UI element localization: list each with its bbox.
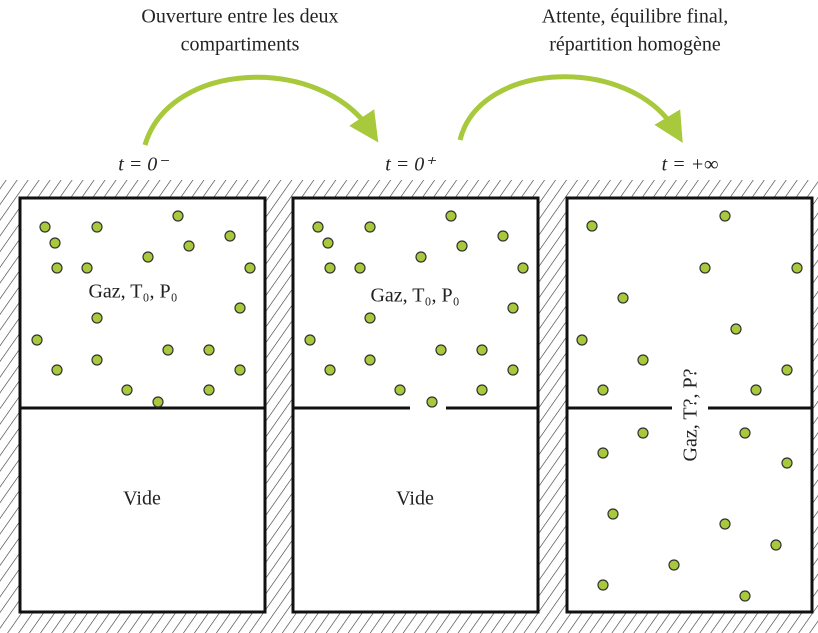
particle — [782, 458, 792, 468]
particle — [416, 252, 426, 262]
caption: compartiments — [181, 34, 300, 56]
particle — [731, 324, 741, 334]
particle — [325, 263, 335, 273]
particle — [153, 397, 163, 407]
particle — [508, 365, 518, 375]
particle — [751, 385, 761, 395]
vacuum-label: Vide — [396, 488, 434, 510]
particle — [173, 211, 183, 221]
particle — [225, 231, 235, 241]
particle — [50, 238, 60, 248]
particle — [508, 303, 518, 313]
particle — [498, 231, 508, 241]
particle — [740, 591, 750, 601]
particle — [52, 263, 62, 273]
particle — [143, 252, 153, 262]
particle — [40, 222, 50, 232]
particle — [740, 428, 750, 438]
particle — [720, 211, 730, 221]
particle — [577, 335, 587, 345]
particle — [184, 241, 194, 251]
particle — [638, 428, 648, 438]
particle — [92, 222, 102, 232]
particle — [323, 238, 333, 248]
particle — [792, 263, 802, 273]
particle — [365, 313, 375, 323]
particle — [313, 222, 323, 232]
particle — [608, 509, 618, 519]
gas-label: Gaz, T?, P? — [680, 368, 702, 461]
particle — [92, 313, 102, 323]
particle — [618, 293, 628, 303]
time-label: t = +∞ — [662, 154, 719, 176]
particle — [305, 335, 315, 345]
particle — [204, 345, 214, 355]
arrows — [145, 77, 675, 145]
caption: Attente, équilibre final, — [542, 6, 729, 28]
caption: Ouverture entre les deux — [141, 6, 338, 28]
particle — [52, 365, 62, 375]
particle — [92, 355, 102, 365]
particle — [365, 355, 375, 365]
particle — [598, 580, 608, 590]
particle — [587, 221, 597, 231]
particle — [204, 385, 214, 395]
particle — [446, 211, 456, 221]
particle — [669, 560, 679, 570]
particle — [477, 385, 487, 395]
time-label: t = 0⁺ — [385, 154, 436, 176]
particle — [122, 385, 132, 395]
particle — [598, 448, 608, 458]
particle — [782, 365, 792, 375]
particle — [163, 345, 173, 355]
particle — [720, 519, 730, 529]
particle — [325, 365, 335, 375]
particle — [427, 397, 437, 407]
particle — [355, 263, 365, 273]
particle — [436, 345, 446, 355]
particle — [235, 303, 245, 313]
particle — [771, 540, 781, 550]
time-label: t = 0⁻ — [118, 154, 169, 176]
particle — [395, 385, 405, 395]
particle — [235, 365, 245, 375]
vacuum-label: Vide — [123, 488, 161, 510]
gas-label: Gaz, T₀, P₀ — [370, 285, 459, 307]
particle — [477, 345, 487, 355]
particle — [82, 263, 92, 273]
particle — [245, 263, 255, 273]
particle — [700, 263, 710, 273]
diagram: Ouverture entre les deux compartiments A… — [0, 0, 818, 633]
particle — [457, 241, 467, 251]
particle — [638, 355, 648, 365]
caption: répartition homogène — [549, 34, 721, 56]
particle — [598, 385, 608, 395]
gas-label: Gaz, T₀, P₀ — [88, 281, 177, 303]
particle — [365, 222, 375, 232]
particle — [32, 335, 42, 345]
particle — [518, 263, 528, 273]
